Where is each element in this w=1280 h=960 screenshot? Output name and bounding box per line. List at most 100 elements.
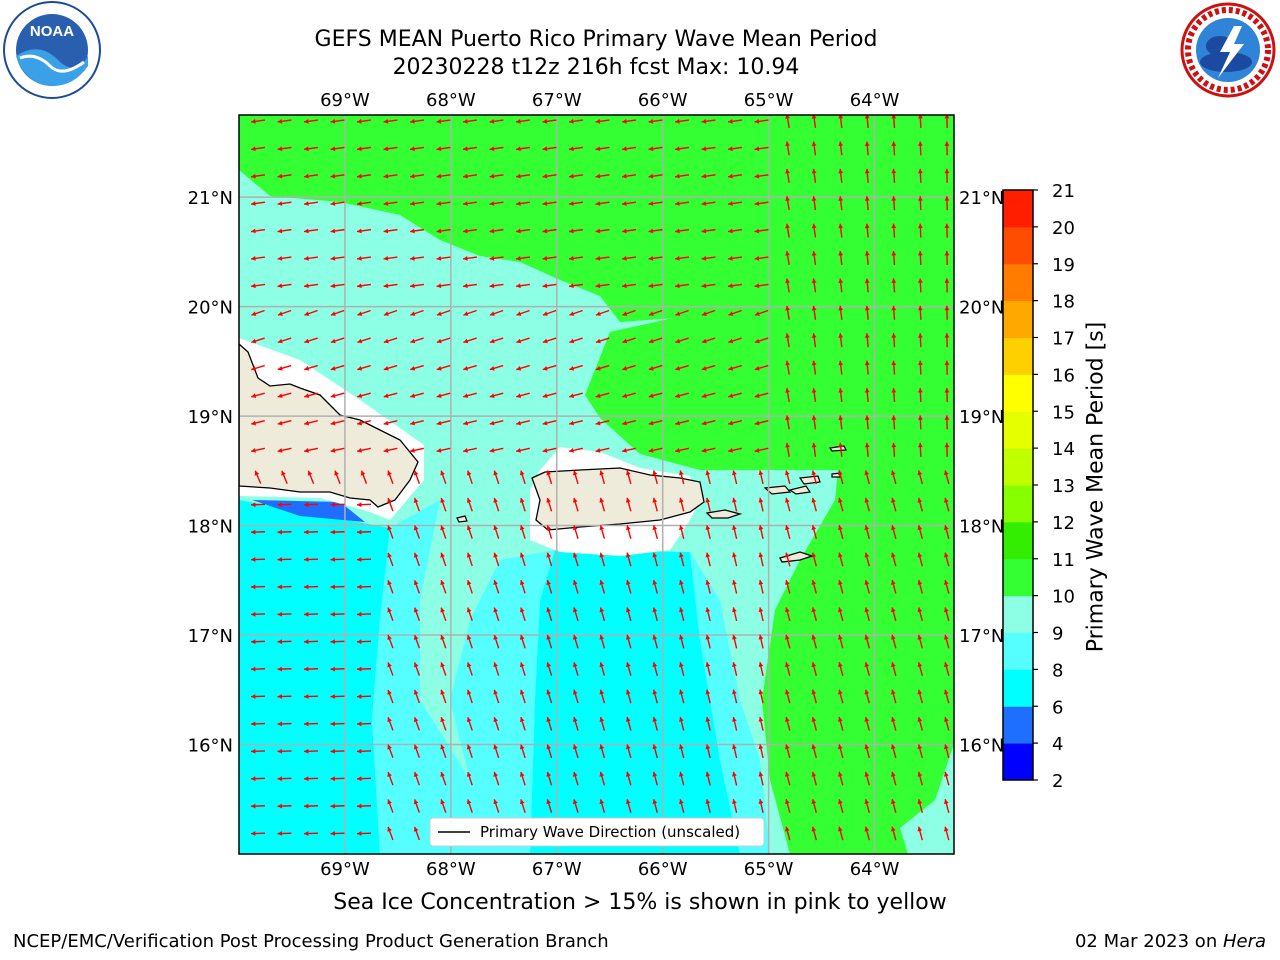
wave-direction-arrow xyxy=(732,716,738,731)
wave-direction-arrow xyxy=(785,716,791,731)
wave-direction-arrow xyxy=(303,694,319,699)
wave-direction-arrow xyxy=(705,771,711,786)
wave-direction-arrow xyxy=(917,415,923,430)
lat-tick-label-left: 16°N xyxy=(188,736,233,757)
wave-direction-arrow xyxy=(891,278,897,293)
wave-direction-arrow xyxy=(304,364,318,371)
wave-direction-arrow xyxy=(303,584,319,590)
wave-direction-arrow xyxy=(675,420,689,426)
wave-direction-arrow xyxy=(675,392,689,398)
colorbar-tick-label: 11 xyxy=(1052,550,1075,571)
wave-direction-arrow xyxy=(625,799,632,813)
wave-direction-arrow xyxy=(515,201,531,206)
wave-direction-arrow xyxy=(705,607,711,622)
wave-direction-arrow xyxy=(917,168,923,183)
wave-direction-arrow xyxy=(705,689,711,704)
wave-direction-arrow xyxy=(864,497,870,512)
wave-direction-arrow xyxy=(785,196,790,211)
wave-direction-arrow xyxy=(701,447,716,453)
wave-direction-arrow xyxy=(754,118,769,124)
colorbar-tick-label: 16 xyxy=(1052,365,1075,386)
wave-direction-arrow xyxy=(250,173,266,179)
wave-direction-arrow xyxy=(785,223,790,238)
wave-direction-arrow xyxy=(463,392,477,398)
wave-direction-arrow xyxy=(356,557,372,562)
wave-direction-arrow xyxy=(838,579,844,594)
wave-direction-arrow xyxy=(652,689,658,704)
noaa-logo-icon: NOAA xyxy=(3,1,101,99)
wave-direction-arrow xyxy=(569,364,583,371)
wave-direction-arrow xyxy=(728,337,742,344)
wave-direction-arrow xyxy=(542,118,557,124)
wave-direction-arrow xyxy=(595,447,610,453)
lat-tick-label-left: 19°N xyxy=(188,407,233,428)
wave-direction-arrow xyxy=(387,525,394,539)
wave-direction-arrow xyxy=(917,278,923,293)
colorbar-tick-label: 4 xyxy=(1052,734,1063,755)
wave-direction-arrow xyxy=(917,196,923,211)
wave-direction-arrow xyxy=(917,250,923,266)
wave-direction-arrow xyxy=(277,283,292,289)
wave-direction-arrow xyxy=(621,283,637,289)
wave-direction-arrow xyxy=(758,799,764,813)
wave-direction-arrow xyxy=(944,141,950,156)
wave-direction-arrow xyxy=(864,470,870,485)
wave-direction-arrow xyxy=(356,611,372,617)
wave-direction-arrow xyxy=(785,415,790,430)
wave-direction-arrow xyxy=(648,420,663,426)
wave-direction-arrow xyxy=(891,826,897,841)
wave-direction-arrow xyxy=(811,278,817,293)
wave-direction-arrow xyxy=(413,525,421,539)
wave-direction-arrow xyxy=(251,364,265,371)
wave-direction-arrow xyxy=(572,744,579,759)
wave-direction-arrow xyxy=(466,634,473,649)
wave-direction-arrow xyxy=(727,228,743,234)
wave-direction-arrow xyxy=(838,525,844,539)
wave-direction-arrow xyxy=(944,333,950,348)
wave-direction-arrow xyxy=(625,771,632,786)
wave-direction-arrow xyxy=(811,442,817,457)
wave-direction-arrow xyxy=(944,223,950,238)
wave-direction-arrow xyxy=(891,168,897,183)
wave-direction-arrow xyxy=(891,250,897,266)
wave-direction-arrow xyxy=(811,716,817,731)
wave-direction-arrow xyxy=(754,255,769,261)
wave-direction-arrow xyxy=(436,364,451,371)
wave-direction-arrow xyxy=(701,392,716,398)
wave-direction-arrow xyxy=(864,662,870,676)
wave-direction-arrow xyxy=(330,557,345,562)
wave-direction-arrow xyxy=(754,420,769,426)
wave-direction-arrow xyxy=(599,799,606,813)
colorbar-segment xyxy=(1003,226,1033,265)
wave-direction-arrow xyxy=(864,415,870,430)
wave-direction-arrow xyxy=(356,694,372,699)
wave-direction-arrow xyxy=(304,309,318,316)
wave-direction-arrow xyxy=(330,146,345,152)
wave-direction-arrow xyxy=(303,748,319,754)
wave-direction-arrow xyxy=(864,525,870,539)
wave-direction-arrow xyxy=(758,744,764,759)
wave-direction-arrow xyxy=(542,228,557,234)
wave-direction-arrow xyxy=(891,634,897,649)
wave-direction-arrow xyxy=(917,442,923,457)
wave-direction-arrow xyxy=(944,634,950,649)
wave-direction-arrow xyxy=(679,607,685,622)
wave-direction-arrow xyxy=(917,634,923,649)
arrow-legend: Primary Wave Direction (unscaled) xyxy=(429,817,765,847)
wave-direction-arrow xyxy=(917,799,923,813)
wave-direction-arrow xyxy=(383,146,398,152)
wave-direction-arrow xyxy=(652,634,658,649)
wave-direction-arrow xyxy=(864,799,870,813)
wave-direction-arrow xyxy=(568,283,584,289)
wave-direction-arrow xyxy=(409,146,425,152)
lat-tick-label-right: 20°N xyxy=(959,298,1004,319)
wave-direction-arrow xyxy=(648,118,663,124)
colorbar-tick-label: 12 xyxy=(1052,513,1075,534)
land-hispaniola xyxy=(239,343,419,508)
wave-direction-arrow xyxy=(356,803,372,809)
wave-direction-arrow xyxy=(356,173,372,179)
wave-direction-arrow xyxy=(440,497,447,512)
wave-direction-arrow xyxy=(546,552,553,567)
wave-direction-arrow xyxy=(785,141,790,156)
wave-direction-arrow xyxy=(674,283,690,289)
